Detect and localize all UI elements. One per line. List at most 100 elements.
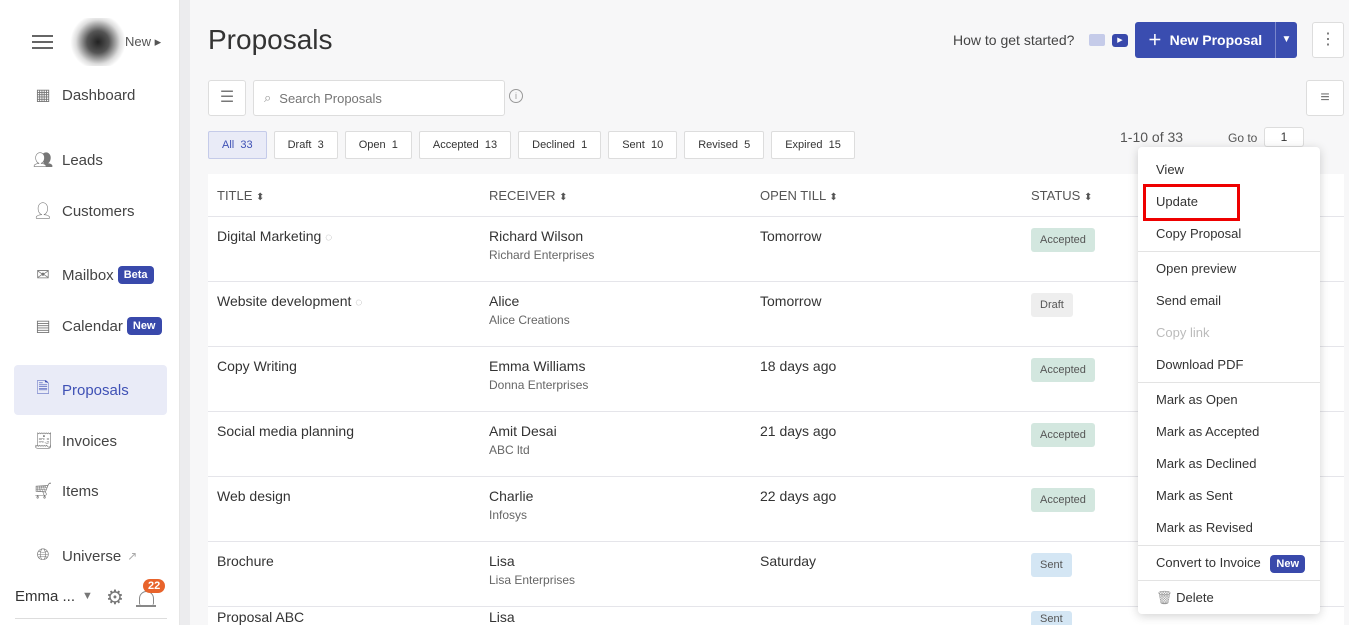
user-name[interactable]: Emma ... bbox=[15, 588, 76, 605]
menu-item-convert-to-invoice[interactable]: Convert to Invoice New bbox=[1138, 547, 1320, 579]
tab-sent[interactable]: Sent 10 bbox=[608, 131, 678, 159]
sidebar-item-label: Calendar bbox=[62, 317, 123, 335]
menu-item-download-pdf[interactable]: Download PDF bbox=[1138, 349, 1320, 381]
gear-icon[interactable]: ⚙ bbox=[106, 587, 124, 609]
new-proposal-label: ＋ New Proposal bbox=[1147, 32, 1263, 48]
proposal-title[interactable]: Proposal ABC bbox=[217, 609, 305, 625]
menu-item-mark-as-open[interactable]: Mark as Open bbox=[1138, 384, 1320, 416]
new-proposal-button[interactable]: ＋ New Proposal ▼ bbox=[1135, 22, 1297, 58]
sidebar-item-items[interactable]: 🛒︎ Items bbox=[14, 466, 167, 516]
menu-item-label: Update bbox=[1156, 194, 1198, 209]
column-header[interactable]: TITLE ⬍ bbox=[208, 188, 481, 203]
status-badge: Sent bbox=[1031, 553, 1072, 577]
column-settings-icon[interactable]: ≡ bbox=[1306, 80, 1344, 116]
menu-item-label: Open preview bbox=[1156, 261, 1237, 276]
status-badge: Accepted bbox=[1031, 423, 1095, 447]
sidebar-item-invoices[interactable]: 🧾︎ Invoices bbox=[14, 416, 167, 466]
new-link[interactable]: New ▸ bbox=[125, 34, 162, 49]
tab-label: Declined bbox=[532, 139, 575, 151]
menu-item-view[interactable]: View bbox=[1138, 154, 1320, 186]
chevron-down-icon[interactable]: ▼ bbox=[1275, 22, 1297, 58]
filter-icon[interactable]: ☰ bbox=[208, 80, 246, 116]
menu-item-mark-as-revised[interactable]: Mark as Revised bbox=[1138, 512, 1320, 544]
sidebar-item-mailbox[interactable]: ✉ Mailbox Beta bbox=[14, 250, 167, 300]
tab-declined[interactable]: Declined 1 bbox=[518, 131, 602, 159]
proposal-title[interactable]: Website development bbox=[217, 293, 352, 309]
search-input[interactable] bbox=[279, 90, 480, 106]
status-badge: Accepted bbox=[1031, 228, 1095, 252]
menu-item-mark-as-accepted[interactable]: Mark as Accepted bbox=[1138, 416, 1320, 448]
table-row[interactable]: Web design Charlie Infosys 22 days ago Ac… bbox=[208, 477, 1344, 542]
status-tabs: All 33 Draft 3 Open 1 Accepted 13 Declined 1… bbox=[208, 131, 855, 159]
tab-count: 10 bbox=[650, 139, 664, 151]
cart-icon: 🛒︎ bbox=[32, 483, 54, 500]
user-icon: 👤︎ bbox=[32, 203, 54, 220]
table-row[interactable]: Social media planning Amit Desai ABC ltd … bbox=[208, 412, 1344, 477]
tab-open[interactable]: Open 1 bbox=[344, 131, 412, 159]
sidebar-item-universe[interactable]: 🌐︎ Universe ↗ bbox=[14, 531, 167, 581]
table-row[interactable]: Brochure Lisa Lisa Enterprises Saturday S… bbox=[208, 542, 1344, 607]
proposal-title[interactable]: Web design bbox=[217, 488, 291, 504]
open-till: Saturday bbox=[760, 553, 817, 569]
more-options-icon[interactable]: ⋮ bbox=[1312, 22, 1344, 58]
sidebar-item-label: Mailbox bbox=[62, 266, 114, 284]
goto-page-input[interactable]: 1 bbox=[1264, 127, 1304, 147]
proposal-title[interactable]: Social media planning bbox=[217, 423, 354, 439]
menu-divider bbox=[1138, 580, 1320, 581]
menu-item-update[interactable]: Update bbox=[1138, 186, 1320, 218]
proposal-title[interactable]: Copy Writing bbox=[217, 358, 297, 374]
tab-expired[interactable]: Expired 15 bbox=[771, 131, 855, 159]
sidebar-item-leads[interactable]: 👥︎ Leads bbox=[14, 135, 167, 185]
menu-item-delete[interactable]: 🗑︎ Delete bbox=[1138, 582, 1320, 614]
table-row[interactable]: Digital Marketing ◌ Richard Wilson Richar… bbox=[208, 217, 1344, 282]
tab-count: 13 bbox=[484, 139, 498, 151]
menu-item-label: Copy link bbox=[1156, 325, 1210, 340]
menu-item-mark-as-sent[interactable]: Mark as Sent bbox=[1138, 480, 1320, 512]
table-row[interactable]: Website development ◌ Alice Alice Creatio… bbox=[208, 282, 1344, 347]
bell-icon[interactable] bbox=[136, 591, 156, 607]
open-till: Tomorrow bbox=[760, 293, 822, 309]
receiver-company: ABC ltd bbox=[489, 443, 530, 457]
column-header[interactable]: OPEN TILL ⬍ bbox=[752, 188, 1023, 203]
info-icon[interactable]: i bbox=[509, 89, 523, 103]
sidebar-item-customers[interactable]: 👤︎ Customers bbox=[14, 186, 167, 236]
tab-count: 1 bbox=[391, 139, 398, 151]
table-row[interactable]: Proposal ABC Lisa Sent bbox=[208, 607, 1344, 625]
sidebar-item-calendar[interactable]: ▤ Calendar New bbox=[14, 301, 167, 351]
chevron-down-icon[interactable]: ▼ bbox=[82, 590, 93, 602]
scroll-gutter bbox=[180, 0, 190, 625]
sidebar-item-dashboard[interactable]: ▦ Dashboard bbox=[14, 70, 167, 120]
new-label: New bbox=[125, 34, 152, 49]
sidebar-item-proposals[interactable]: 🗎 Proposals bbox=[14, 365, 167, 415]
column-title: STATUS bbox=[1031, 187, 1081, 203]
tab-accepted[interactable]: Accepted 13 bbox=[418, 131, 512, 159]
book-icon[interactable] bbox=[1089, 34, 1105, 46]
external-link-icon: ↗ bbox=[127, 549, 138, 563]
menu-item-mark-as-declined[interactable]: Mark as Declined bbox=[1138, 448, 1320, 480]
receiver-company: Lisa Enterprises bbox=[489, 573, 576, 587]
tab-all[interactable]: All 33 bbox=[208, 131, 267, 159]
menu-item-copy-proposal[interactable]: Copy Proposal bbox=[1138, 218, 1320, 250]
menu-item-open-preview[interactable]: Open preview bbox=[1138, 253, 1320, 285]
play-video-icon[interactable]: ▶ bbox=[1112, 34, 1128, 47]
tab-label: Accepted bbox=[432, 139, 479, 151]
trash-icon: 🗑︎ bbox=[1156, 590, 1173, 605]
goto-label: Go to bbox=[1228, 131, 1258, 145]
tab-label: Revised bbox=[698, 139, 738, 151]
column-header[interactable]: STATUS ⬍ bbox=[1023, 188, 1092, 203]
menu-item-send-email[interactable]: Send email bbox=[1138, 285, 1320, 317]
mail-icon: ✉ bbox=[36, 267, 50, 284]
receiver-company: Alice Creations bbox=[489, 313, 570, 327]
tab-draft[interactable]: Draft 3 bbox=[273, 131, 338, 159]
column-header[interactable]: RECEIVER ⬍ bbox=[481, 188, 752, 203]
tab-revised[interactable]: Revised 5 bbox=[684, 131, 765, 159]
page-title: Proposals bbox=[208, 24, 333, 55]
proposal-title[interactable]: Brochure bbox=[217, 553, 274, 569]
hamburger-menu-icon[interactable] bbox=[32, 35, 53, 49]
menu-item-copy-link[interactable]: Copy link bbox=[1138, 317, 1320, 349]
proposal-title[interactable]: Digital Marketing bbox=[217, 228, 322, 244]
how-to-link[interactable]: How to get started? bbox=[953, 32, 1075, 48]
column-title: OPEN TILL bbox=[760, 187, 826, 203]
table-row[interactable]: Copy Writing Emma Williams Donna Enterpri… bbox=[208, 347, 1344, 412]
sort-icon: ⬍ bbox=[829, 191, 838, 203]
